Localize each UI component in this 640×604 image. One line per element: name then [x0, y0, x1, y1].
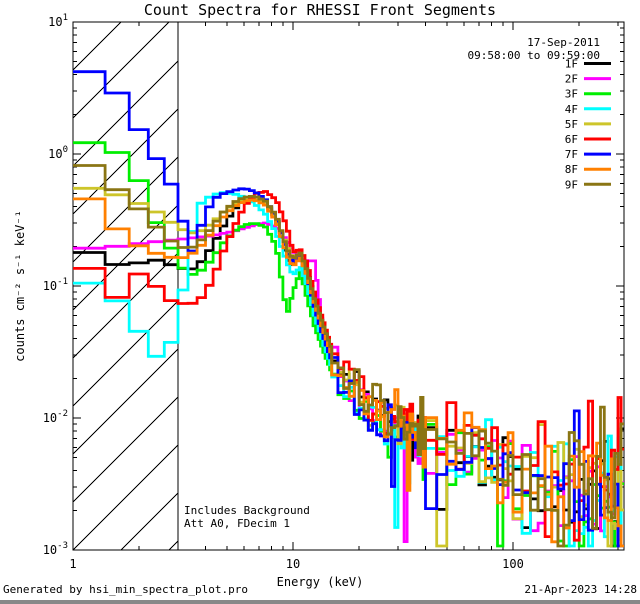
axes [72, 21, 625, 551]
hatch-line [73, 60, 178, 167]
legend: 1F 2F 3F 4F 5F 6F 7F 8F 9F [565, 58, 611, 191]
annotation-attenuator-state: Att A0, FDecim 1 [184, 517, 290, 530]
hatch-line [73, 156, 178, 263]
legend-label-4F: 4F [565, 103, 578, 116]
x-tick-label: 1 [69, 557, 76, 571]
annotation-includes-background: Includes Background [184, 504, 310, 517]
hatch-line [73, 22, 122, 71]
legend-label-8F: 8F [565, 163, 578, 176]
legend-label-1F: 1F [565, 58, 578, 71]
footer-generation-datetime: 21-Apr-2023 14:28 [524, 583, 637, 596]
legend-label-5F: 5F [565, 118, 578, 131]
observation-interval: 09:58:00 to 09:59:00 [468, 49, 600, 62]
y-tick-label: 10-3 [43, 541, 68, 557]
legend-label-3F: 3F [565, 88, 578, 101]
hatch-line [73, 396, 178, 503]
y-tick-label: 10-2 [43, 409, 68, 425]
tick-labels: 1 10 100 101 100 10-1 10-2 10-3 [43, 13, 524, 571]
spectra-lines [73, 70, 624, 548]
x-tick-label: 100 [502, 557, 524, 571]
hatch-line [73, 300, 178, 407]
y-axis-label: counts cm⁻² s⁻¹ keV⁻¹ [13, 210, 27, 362]
spectrum-line-6F [73, 190, 624, 542]
spectrum-line-7F [73, 70, 624, 548]
footer-generator-script: Generated by hsi_min_spectra_plot.pro [3, 583, 248, 596]
x-axis-label: Energy (keV) [277, 575, 364, 589]
legend-label-7F: 7F [565, 148, 578, 161]
hatch-line [73, 204, 178, 311]
hatch-line [73, 348, 178, 455]
y-tick-label: 10-1 [43, 277, 68, 293]
x-tick-label: 10 [286, 557, 300, 571]
hatch-line [73, 252, 178, 359]
legend-label-9F: 9F [565, 178, 578, 191]
y-tick-label: 100 [48, 145, 68, 161]
observation-date: 17-Sep-2011 [527, 36, 600, 49]
spectrum-line-9F [73, 164, 624, 548]
chart-title: Count Spectra for RHESSI Front Segments [144, 1, 496, 19]
hatch-line [73, 108, 178, 215]
hatch-line [73, 22, 170, 119]
y-tick-label: 101 [48, 13, 68, 29]
legend-label-2F: 2F [565, 73, 578, 86]
legend-label-6F: 6F [565, 133, 578, 146]
